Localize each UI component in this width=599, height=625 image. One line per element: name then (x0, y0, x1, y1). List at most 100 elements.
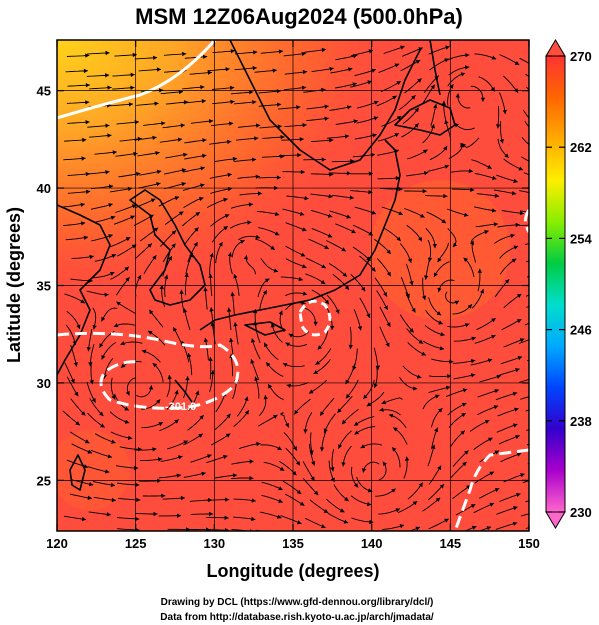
streamline-arrow (76, 324, 81, 329)
streamline-arrow (202, 153, 207, 159)
streamline-arrow (225, 497, 230, 502)
streamline-arrow (411, 95, 416, 100)
streamline-arrow (100, 423, 105, 428)
streamline-arrow (434, 427, 439, 433)
streamline-arrow (470, 187, 475, 192)
streamline-arrow (262, 290, 267, 295)
streamline-arrow (198, 433, 203, 438)
streamline-arrow (256, 123, 261, 128)
streamline-arrow (407, 258, 412, 263)
streamline-arrow (400, 45, 405, 50)
streamline-arrow (352, 82, 357, 87)
streamline-arrow (488, 437, 493, 442)
streamline-arrow (383, 305, 388, 310)
colorbar-tick-label: 262 (570, 140, 592, 155)
streamline-arrow (341, 419, 347, 425)
streamline-arrow (152, 363, 158, 368)
streamline-arrow (444, 58, 449, 63)
streamline-arrow (344, 496, 349, 502)
streamline-arrow (373, 383, 378, 388)
field-warm-region (57, 40, 397, 300)
streamline-arrow (415, 526, 420, 531)
streamline-arrow (329, 66, 334, 72)
streamline-arrow (147, 243, 152, 248)
contour-sw (57, 331, 240, 410)
streamline-arrow (513, 506, 518, 511)
coast-shikoku (244, 321, 286, 336)
streamline-arrow (536, 133, 541, 137)
streamline-arrow (539, 98, 543, 102)
streamline-arrow (348, 67, 353, 72)
streamline-arrow (304, 196, 309, 201)
streamline-arrow (156, 182, 161, 187)
streamline-arrow (433, 272, 438, 277)
streamline-arrow (396, 116, 402, 121)
streamline-arrow (181, 182, 186, 187)
streamline-arrow (200, 85, 205, 90)
streamline-arrow (386, 322, 391, 327)
streamline-arrow (519, 210, 524, 216)
streamline-arrow (223, 226, 228, 231)
y-tick-label: 35 (37, 279, 51, 294)
gridlines (57, 40, 529, 531)
x-tick-label: 120 (46, 536, 68, 551)
streamline-arrow (464, 323, 470, 328)
streamline-arrow (487, 164, 492, 169)
streamline-arrow (439, 484, 444, 489)
streamline-arrow (373, 116, 379, 121)
streamline-arrow (230, 99, 235, 105)
streamline-arrow (422, 149, 428, 154)
streamline-arrow (394, 63, 400, 68)
streamline-arrow (200, 183, 205, 188)
streamline-arrow (83, 68, 88, 74)
streamline-arrow (464, 450, 469, 455)
streamline-arrow (155, 399, 161, 404)
streamline-arrow (480, 97, 486, 102)
streamline-arrow (329, 538, 334, 542)
streamline-arrow (158, 422, 163, 427)
streamline-arrow (86, 347, 91, 352)
streamline-arrow (493, 222, 498, 227)
streamline-arrow (183, 440, 188, 445)
streamline-arrow (179, 289, 184, 294)
streamline-arrow (99, 411, 104, 416)
coast-hokkaido (394, 99, 456, 136)
streamline-arrow (255, 234, 260, 239)
streamline-arrow (108, 234, 113, 239)
streamline-arrow (409, 328, 414, 333)
streamline-arrow (254, 136, 259, 141)
streamline-arrow (296, 520, 302, 525)
streamline-arrow (420, 213, 425, 218)
streamline-arrow (181, 168, 186, 173)
streamline-arrow (430, 124, 435, 129)
streamline-arrow (321, 157, 326, 162)
streamline-arrow (443, 193, 448, 199)
streamline-arrow (161, 493, 166, 498)
streamline-arrow (393, 427, 398, 432)
streamline-arrow (304, 539, 309, 543)
streamline-arrow (477, 268, 483, 273)
streamline-arrow (394, 133, 399, 138)
colorbar-ticks: 270 262 254 246 238 230 (546, 49, 592, 520)
streamline-arrow (252, 157, 257, 162)
streamline-arrow (230, 85, 235, 91)
colorbar-tick-label: 238 (570, 414, 592, 429)
streamline-arrow (348, 344, 353, 350)
streamline-arrow (382, 461, 387, 467)
streamline-arrow (207, 70, 212, 75)
streamline-arrow (413, 386, 418, 391)
streamline-arrow (111, 254, 117, 259)
streamline-arrow (433, 104, 438, 109)
streamline-arrow (81, 516, 86, 522)
streamline-arrow (354, 430, 359, 435)
streamline-arrow (418, 339, 424, 344)
streamline-arrow (232, 156, 238, 162)
streamline-arrow (101, 316, 106, 322)
streamline (335, 534, 357, 539)
streamline-arrow (85, 83, 90, 88)
streamline-arrow (321, 87, 326, 93)
streamline (523, 109, 529, 119)
streamline-arrow (134, 465, 139, 471)
streamline-arrow (210, 370, 215, 375)
streamline-arrow (302, 123, 307, 128)
